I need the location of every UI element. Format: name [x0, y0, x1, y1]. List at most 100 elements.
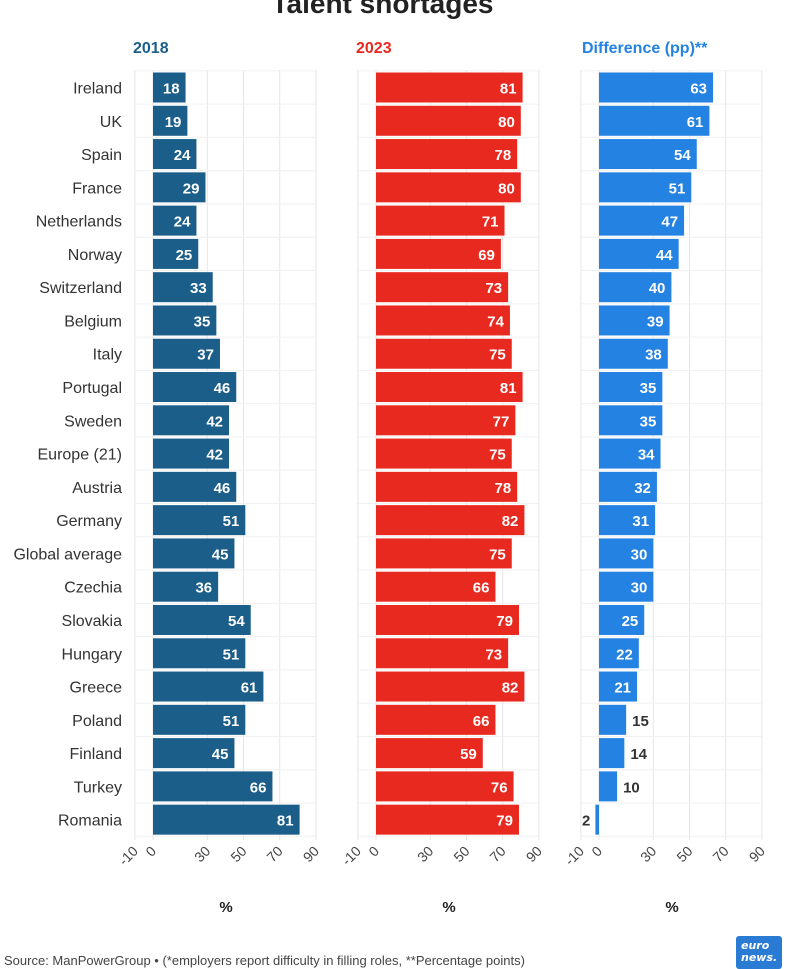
- value-label: 40: [649, 280, 666, 297]
- category-label: Netherlands: [36, 214, 122, 231]
- value-label: 34: [638, 447, 655, 464]
- value-label: 79: [496, 613, 513, 630]
- value-label: 69: [478, 247, 495, 264]
- bar: [153, 738, 235, 769]
- bar: [599, 338, 668, 369]
- x-axis-label: %: [219, 899, 232, 916]
- bar: [599, 139, 697, 170]
- value-label: 82: [502, 680, 519, 697]
- tick-label: -10: [561, 843, 587, 869]
- value-label: 24: [174, 147, 191, 164]
- value-label: 75: [489, 447, 506, 464]
- bar: [153, 338, 220, 369]
- category-label: Portugal: [62, 380, 122, 397]
- bar: [599, 604, 645, 635]
- value-label: 39: [647, 313, 664, 330]
- bar: [376, 671, 525, 702]
- tick-label: 30: [414, 843, 436, 865]
- tick-label: 70: [709, 843, 731, 865]
- value-label: 73: [485, 280, 502, 297]
- value-label: 80: [498, 180, 515, 197]
- tick-label: 30: [637, 843, 659, 865]
- bar: [153, 72, 186, 103]
- value-label: 24: [174, 214, 191, 231]
- value-label: 44: [656, 247, 673, 264]
- value-label: 77: [493, 413, 510, 430]
- category-label: Belgium: [64, 313, 122, 330]
- bar: [153, 438, 230, 469]
- tick-label: 70: [486, 843, 508, 865]
- category-label: Czechia: [64, 580, 122, 597]
- bar: [599, 704, 627, 735]
- bar: [599, 471, 657, 502]
- bar: [599, 671, 638, 702]
- value-label: 66: [473, 713, 490, 730]
- value-label: 51: [223, 646, 240, 663]
- value-label: 51: [223, 513, 240, 530]
- bar: [376, 471, 518, 502]
- bar: [376, 405, 516, 436]
- category-label: UK: [100, 114, 123, 131]
- value-label: 46: [214, 480, 231, 497]
- x-axis-label: %: [665, 899, 678, 916]
- series-title: 2023: [356, 40, 392, 57]
- value-label: 66: [250, 779, 267, 796]
- category-label: Greece: [70, 680, 123, 697]
- bar: [599, 238, 679, 269]
- value-label: 45: [212, 746, 229, 763]
- category-label: Global average: [13, 546, 122, 563]
- value-label: 73: [485, 646, 502, 663]
- value-label: 22: [616, 646, 633, 663]
- value-label: 59: [460, 746, 477, 763]
- bar: [376, 804, 519, 835]
- bar: [599, 205, 685, 236]
- bar: [376, 105, 521, 136]
- value-label: 45: [212, 546, 229, 563]
- tick-label: 90: [300, 843, 322, 865]
- bar: [599, 172, 692, 203]
- bar: [376, 372, 523, 403]
- tick-label: 50: [673, 843, 695, 865]
- value-label: 51: [223, 713, 240, 730]
- value-label: 25: [622, 613, 639, 630]
- value-label: 75: [489, 347, 506, 364]
- panel-2: 2023 81 80 78 80 71 69 73 74 75 81 77 75 78 82 75 66 79 73…: [338, 40, 545, 916]
- value-label: 29: [183, 180, 200, 197]
- bar: [376, 205, 505, 236]
- bar: [153, 505, 246, 536]
- tick-label: 30: [191, 843, 213, 865]
- bar: [599, 438, 661, 469]
- value-label: 54: [228, 613, 245, 630]
- bar: [599, 638, 639, 669]
- value-label: 14: [630, 746, 647, 763]
- bar: [153, 671, 264, 702]
- bar: [153, 405, 230, 436]
- panel-3: Difference (pp)** 63 61 54 51 47 44 40 39 38 35 35 3…: [561, 40, 768, 916]
- value-label: 81: [277, 813, 294, 830]
- category-label: Italy: [93, 347, 122, 364]
- tick-label: 90: [523, 843, 545, 865]
- x-axis-label: %: [442, 899, 455, 916]
- category-label: Slovakia: [62, 613, 123, 630]
- tick-label: 0: [365, 843, 382, 860]
- bar: [153, 139, 197, 170]
- bar: [153, 205, 197, 236]
- value-label: 76: [491, 779, 508, 796]
- bar: [376, 338, 512, 369]
- bar: [599, 405, 663, 436]
- category-label: Turkey: [74, 779, 122, 796]
- value-label: 2: [582, 813, 590, 830]
- bar: [595, 804, 599, 835]
- category-label: Norway: [68, 247, 122, 264]
- bar: [153, 571, 219, 602]
- value-label: 78: [494, 480, 511, 497]
- value-label: 82: [502, 513, 519, 530]
- bar: [599, 372, 663, 403]
- category-labels: Ireland UK Spain France Netherlands Norway Swi…: [13, 81, 122, 830]
- value-label: 47: [661, 214, 678, 231]
- value-label: 79: [496, 813, 513, 830]
- category-label: Spain: [81, 147, 122, 164]
- bar: [599, 105, 710, 136]
- bar: [376, 604, 519, 635]
- bar: [153, 638, 246, 669]
